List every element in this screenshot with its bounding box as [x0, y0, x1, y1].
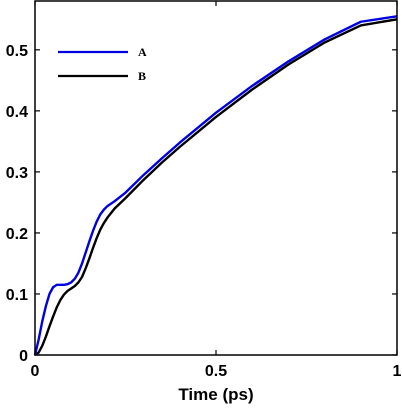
y-tick-label: 0.1 [6, 287, 28, 304]
x-tick-label: 1 [393, 363, 402, 380]
axis-ticks: 0 0.5 1 0 0.1 0.2 0.3 0.4 0.5 [6, 1, 402, 380]
y-tick-label: 0.3 [6, 165, 28, 182]
y-tick-label: 0.5 [6, 43, 28, 60]
legend: A B [58, 45, 147, 83]
x-tick-label: 0 [31, 363, 40, 380]
legend-label-b: B [138, 69, 146, 83]
y-tick-label: 0.2 [6, 226, 28, 243]
plot-area-frame [34, 0, 398, 356]
y-tick-label: 0 [19, 348, 28, 365]
series-line-a [33, 15, 398, 356]
y-tick-label: 0.4 [6, 104, 28, 121]
x-tick-label: 0.5 [205, 363, 227, 380]
plot-marks [33, 15, 398, 356]
series-line-b [34, 18, 398, 356]
x-axis-title: Time (ps) [178, 385, 253, 404]
legend-label-a: A [138, 45, 147, 59]
